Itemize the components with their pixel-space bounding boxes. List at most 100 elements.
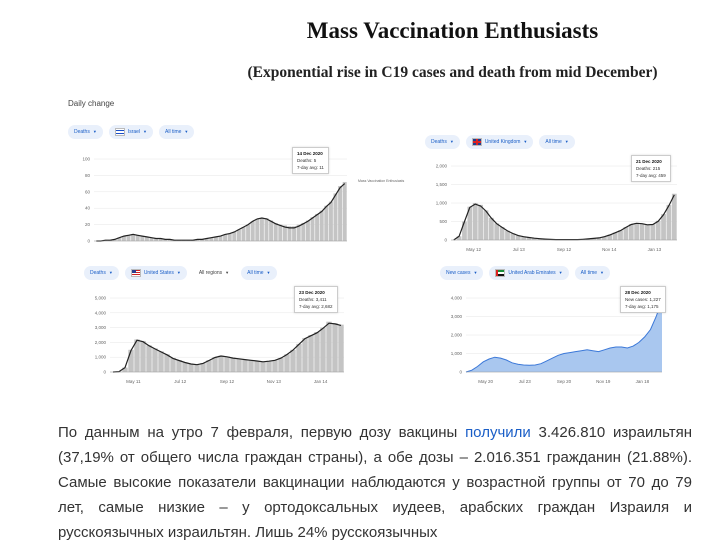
y-tick-label: 2,000: [451, 333, 463, 338]
bar: [242, 227, 246, 241]
panel-us: Deaths▼ United States▼ All regions▼ All …: [84, 266, 350, 388]
metric-chip[interactable]: New cases▼: [440, 266, 483, 280]
bar: [656, 221, 661, 240]
country-chip[interactable]: United States▼: [125, 266, 187, 280]
chip-label: All time: [581, 266, 597, 280]
bar: [260, 218, 264, 241]
bar: [324, 206, 328, 241]
time-range-chip[interactable]: All time▼: [159, 125, 194, 139]
x-tick-label: Sep 20: [557, 379, 572, 384]
bar: [254, 361, 259, 372]
daily-change-label: Daily change: [68, 99, 114, 108]
tooltip-date: 28 Dec 2020: [625, 289, 661, 296]
y-tick-label: 5,000: [95, 296, 107, 301]
chevron-down-icon: ▼: [559, 266, 563, 280]
chip-label: All time: [247, 266, 263, 280]
bar: [308, 335, 313, 372]
bar: [634, 223, 639, 240]
y-tick-label: 20: [85, 222, 91, 227]
bar: [645, 224, 650, 240]
bar: [462, 222, 467, 241]
bar: [661, 214, 666, 240]
article-paragraph: По данным на утро 7 февраля, первую дозу…: [58, 420, 692, 545]
chevron-down-icon: ▼: [523, 135, 527, 149]
bar: [478, 205, 483, 240]
metric-chip[interactable]: Deaths▼: [68, 125, 103, 139]
y-tick-label: 0: [459, 370, 462, 375]
tooltip-value: New cases: 1,227: [625, 296, 661, 303]
us-flag-icon: [131, 269, 141, 277]
country-chip[interactable]: United Kingdom▼: [466, 135, 534, 149]
x-tick-label: Jul 12: [174, 379, 187, 384]
y-tick-label: 3,000: [451, 314, 463, 319]
y-tick-label: 4,000: [95, 310, 107, 315]
bar: [311, 217, 315, 241]
region-chip[interactable]: All regions▼: [193, 266, 235, 280]
y-tick-label: 4,000: [451, 296, 463, 301]
y-tick-label: 2,000: [95, 340, 107, 345]
country-chip[interactable]: United Arab Emirates▼: [489, 266, 568, 280]
bar: [343, 182, 347, 241]
bar: [334, 193, 338, 241]
x-tick-label: May 20: [478, 379, 493, 384]
bar: [278, 358, 283, 372]
x-tick-label: Nov 13: [267, 379, 282, 384]
chip-label: United Kingdom: [485, 135, 521, 149]
y-tick-label: 3,000: [95, 325, 107, 330]
bar: [278, 225, 282, 241]
uk-flag-icon: [472, 138, 482, 146]
time-range-chip[interactable]: All time ▼: [241, 266, 276, 280]
chart-tooltip: 14 Dec 2020 Deaths: 5 7-day avg: 11: [292, 147, 329, 174]
tooltip-average: 7-day avg: 459: [636, 172, 666, 179]
bar: [290, 350, 295, 372]
metric-chip[interactable]: Deaths▼: [84, 266, 119, 280]
source-link[interactable]: получили: [465, 424, 531, 441]
y-tick-label: 500: [439, 219, 447, 224]
bar: [255, 219, 259, 241]
x-tick-label: May 11: [126, 379, 141, 384]
bar: [269, 221, 273, 242]
time-range-chip[interactable]: All time ▼: [539, 135, 574, 149]
bar: [242, 359, 247, 372]
bar: [251, 221, 255, 241]
figure-subtitle: (Exponential rise in C19 cases and death…: [0, 64, 715, 82]
side-note: Mass Vaccination Enthusiasts: [358, 179, 404, 183]
y-tick-label: 1,000: [451, 351, 463, 356]
chevron-down-icon: ▼: [565, 135, 569, 149]
tooltip-average: 7-day avg: 1,175: [625, 303, 661, 310]
bar: [284, 354, 289, 372]
bar: [224, 356, 229, 372]
x-tick-label: Jan 18: [636, 379, 650, 384]
bar: [131, 234, 135, 241]
uae-flag-icon: [495, 269, 505, 277]
chip-label: Deaths: [74, 125, 90, 139]
bar: [329, 202, 333, 241]
bar: [629, 224, 634, 240]
chevron-down-icon: ▼: [267, 266, 271, 280]
bar: [484, 210, 489, 240]
bar: [200, 363, 205, 372]
israel-flag-icon: [115, 128, 125, 136]
x-tick-label: Sep 12: [557, 247, 572, 252]
chip-label: All regions: [199, 266, 222, 280]
metric-chip[interactable]: Deaths▼: [425, 135, 460, 149]
chip-label: United States: [144, 266, 174, 280]
bar: [320, 211, 324, 241]
x-tick-label: Jan 13: [648, 247, 662, 252]
article-text-rest: 3.426.810 израильтян (37,19% от общего ч…: [58, 424, 692, 541]
bar: [650, 224, 655, 240]
bar: [640, 223, 645, 240]
panel-uae: New cases▼ United Arab Emirates▼ All tim…: [440, 266, 670, 388]
chip-label: All time: [545, 135, 561, 149]
y-tick-label: 0: [444, 238, 447, 243]
time-range-chip[interactable]: All time▼: [575, 266, 610, 280]
bar: [326, 322, 331, 372]
country-chip[interactable]: Israel▼: [109, 125, 153, 139]
bar: [194, 365, 199, 372]
bar: [228, 234, 232, 241]
bar: [473, 203, 478, 240]
tooltip-average: 7-day avg: 2,682: [299, 303, 333, 310]
bar: [265, 218, 269, 241]
bar: [494, 223, 499, 240]
bar: [332, 323, 337, 372]
